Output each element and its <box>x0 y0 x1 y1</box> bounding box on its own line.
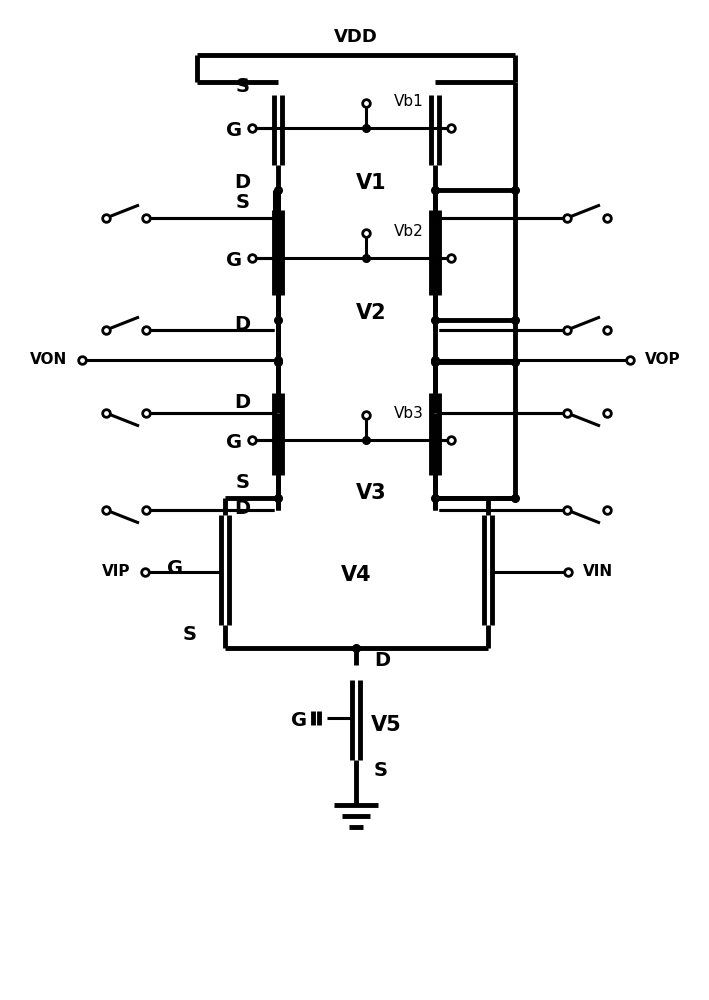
Text: V2: V2 <box>356 303 386 323</box>
Text: V3: V3 <box>356 483 386 503</box>
Text: G: G <box>226 432 242 452</box>
Text: S: S <box>236 474 250 492</box>
Text: S: S <box>374 760 388 780</box>
Text: Vb3: Vb3 <box>394 406 424 420</box>
Text: S: S <box>236 192 250 212</box>
Text: D: D <box>234 393 250 412</box>
Text: G: G <box>167 560 183 578</box>
Text: G: G <box>226 120 242 139</box>
Text: S: S <box>236 78 250 97</box>
Text: D: D <box>234 316 250 334</box>
Text: D: D <box>234 172 250 192</box>
Text: D: D <box>374 650 390 670</box>
Text: VON: VON <box>30 353 67 367</box>
Text: S: S <box>183 626 197 645</box>
Text: G: G <box>226 250 242 269</box>
Text: V1: V1 <box>356 173 386 193</box>
Text: VIN: VIN <box>583 564 613 580</box>
Text: V5: V5 <box>371 715 401 735</box>
Text: D: D <box>234 498 250 518</box>
Text: V4: V4 <box>341 565 372 585</box>
Text: G: G <box>291 710 307 730</box>
Text: VDD: VDD <box>334 28 378 46</box>
Text: Vb2: Vb2 <box>394 224 424 238</box>
Text: VIP: VIP <box>101 564 130 580</box>
Text: Vb1: Vb1 <box>394 94 424 108</box>
Text: VOP: VOP <box>645 353 681 367</box>
